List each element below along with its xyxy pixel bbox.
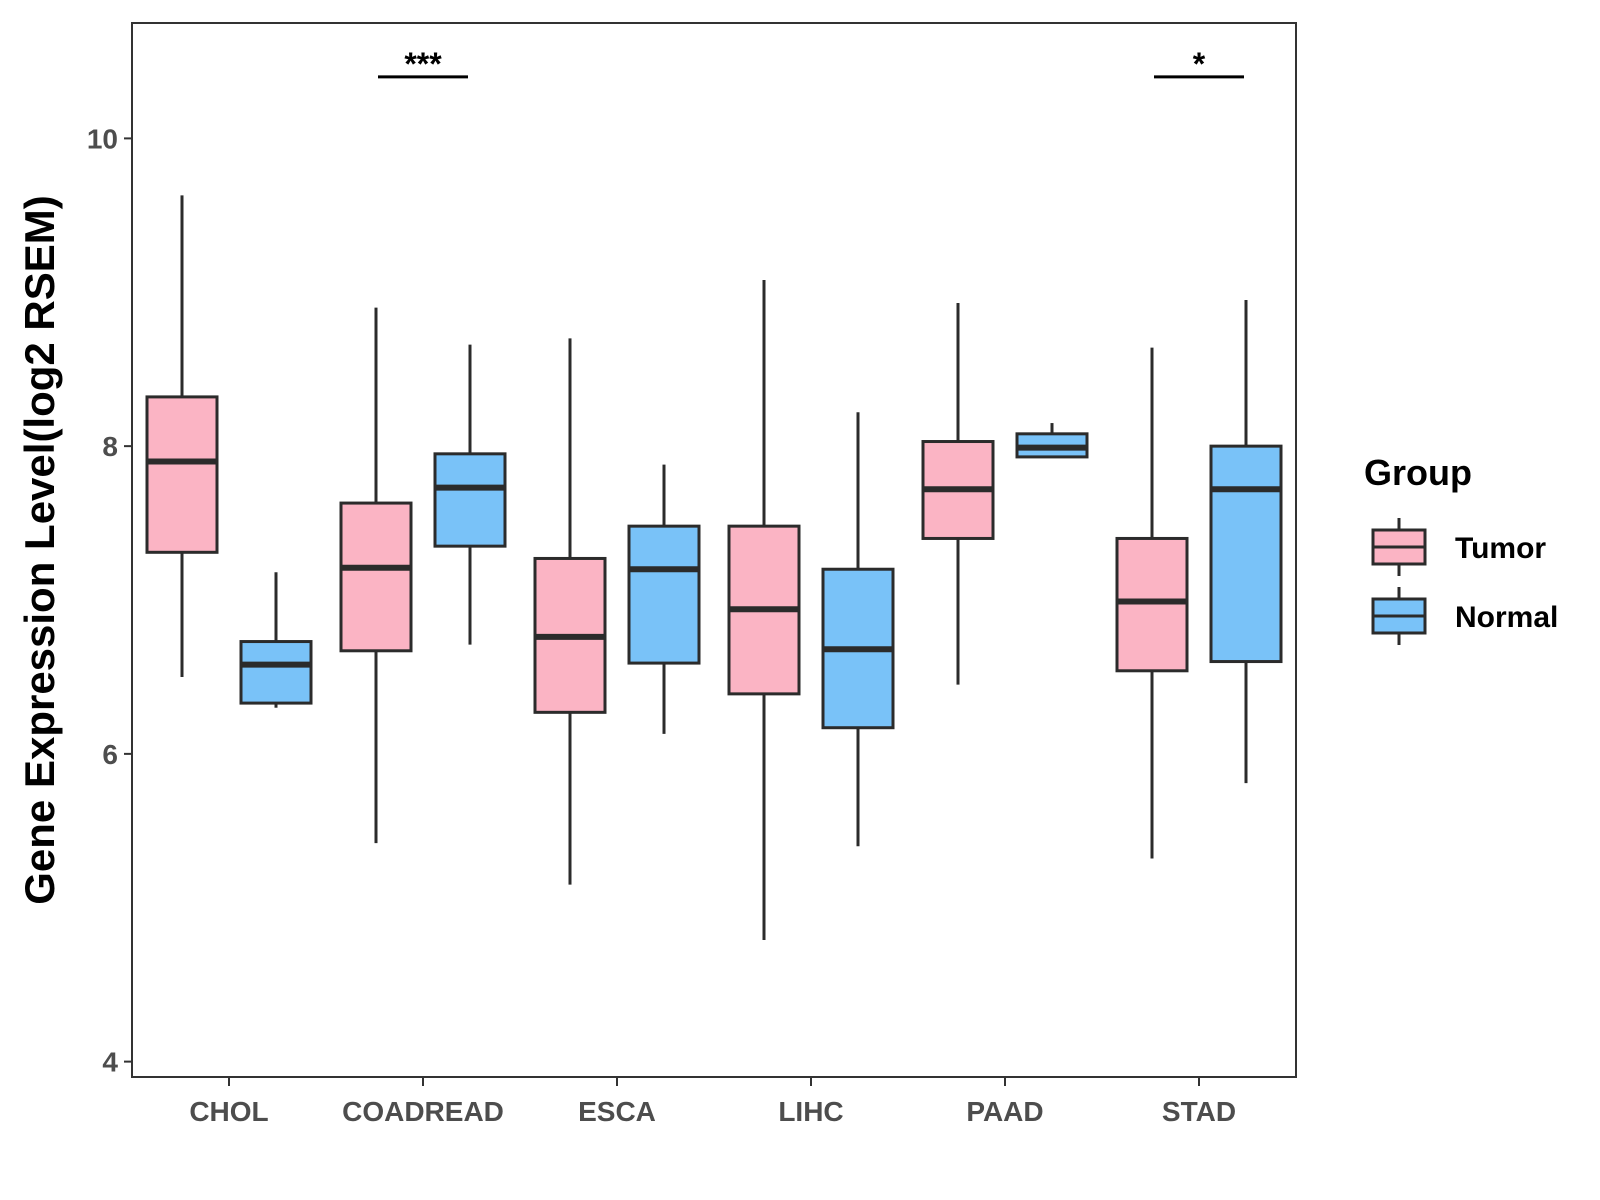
- box-normal-coadread: [433, 344, 507, 645]
- y-tick-label: 6: [102, 739, 118, 770]
- x-axis: CHOL COADREAD ESCA LIHC PAAD STAD: [189, 1077, 1236, 1127]
- x-tick-label: LIHC: [778, 1096, 843, 1127]
- legend: Group Tumor Normal: [1364, 452, 1558, 645]
- box-tumor-chol: [145, 195, 219, 677]
- x-tick-label: ESCA: [578, 1096, 656, 1127]
- box-tumor-paad: [921, 303, 995, 685]
- plot-panel: [131, 22, 1297, 1078]
- box-tumor-esca: [533, 338, 607, 885]
- y-axis-title: Gene Expression Level(log2 RSEM): [16, 195, 63, 905]
- legend-label: Tumor: [1455, 532, 1546, 565]
- box-normal-esca: [627, 464, 701, 734]
- box-body: [433, 452, 507, 548]
- y-tick-label: 8: [102, 431, 118, 462]
- box-body: [145, 395, 219, 554]
- box-series: [145, 195, 1283, 941]
- box-tumor-coadread: [339, 307, 413, 844]
- legend-item-tumor: Tumor: [1371, 518, 1546, 576]
- box-normal-paad: [1015, 423, 1089, 459]
- box-body: [239, 640, 313, 705]
- y-axis: 4 6 8 10: [87, 123, 132, 1078]
- legend-title: Group: [1364, 452, 1472, 493]
- box-tumor-lihc: [727, 279, 801, 941]
- significance-label: ***: [404, 46, 442, 82]
- legend-item-normal: Normal: [1371, 587, 1558, 645]
- box-tumor-stad: [1115, 347, 1189, 859]
- box-body: [627, 524, 701, 665]
- box-body: [1115, 536, 1189, 673]
- significance-annotations: *** *: [378, 46, 1244, 82]
- box-normal-lihc: [821, 412, 895, 847]
- legend-label: Normal: [1455, 601, 1558, 634]
- y-tick-label: 10: [87, 123, 118, 154]
- box-normal-stad: [1209, 299, 1283, 784]
- significance-label: *: [1193, 46, 1206, 82]
- x-tick-label: COADREAD: [342, 1096, 504, 1127]
- y-tick-label: 4: [102, 1047, 118, 1078]
- x-tick-label: STAD: [1162, 1096, 1236, 1127]
- box-body: [1209, 444, 1283, 664]
- x-tick-label: CHOL: [189, 1096, 268, 1127]
- box-normal-chol: [239, 572, 313, 708]
- x-tick-label: PAAD: [966, 1096, 1043, 1127]
- box-body: [339, 501, 413, 653]
